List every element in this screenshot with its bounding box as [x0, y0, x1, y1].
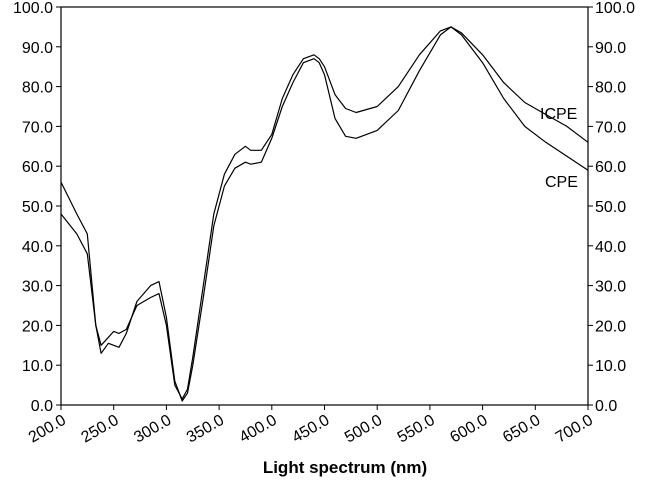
left-tick-label: 80.0: [22, 80, 53, 97]
left-tick-label: 90.0: [22, 40, 53, 57]
bottom-tick-label: 350.0: [184, 412, 227, 447]
right-tick-label: 80.0: [595, 80, 626, 97]
series-line-icpe: [60, 26, 589, 400]
right-tick-label: 0.0: [595, 398, 617, 415]
right-tick-label: 90.0: [595, 40, 626, 57]
series-line-cpe: [60, 26, 589, 402]
left-tick-label: 20.0: [22, 318, 53, 335]
bottom-tick-label: 400.0: [237, 412, 280, 447]
series-label-cpe: CPE: [545, 174, 578, 191]
left-tick-label: 10.0: [22, 358, 53, 375]
bottom-tick-label: 700.0: [553, 412, 596, 447]
left-tick-label: 60.0: [22, 159, 53, 176]
bottom-tick-label: 600.0: [447, 412, 490, 447]
x-axis-label: Light spectrum (nm): [263, 458, 427, 477]
left-axis-ticks: 0.0 10.0 20.0 30.0 40.0 50.0 60.0 70.0 80.0 90.0 1…: [13, 0, 61, 415]
right-tick-label: 70.0: [595, 119, 626, 136]
bottom-tick-label: 200.0: [26, 412, 69, 447]
right-tick-label: 20.0: [595, 318, 626, 335]
right-tick-label: 30.0: [595, 279, 626, 296]
left-tick-label: 40.0: [22, 239, 53, 256]
left-tick-label: 50.0: [22, 199, 53, 216]
right-axis-ticks: 0.0 10.0 20.0 30.0 40.0 50.0 60.0 70.0 80.0 90.0 1…: [588, 0, 635, 415]
bottom-tick-label: 450.0: [289, 412, 332, 447]
left-tick-label: 100.0: [13, 0, 53, 17]
series-label-icpe: ICPE: [540, 106, 577, 123]
series-lines: [60, 26, 589, 402]
right-tick-label: 60.0: [595, 159, 626, 176]
left-tick-label: 0.0: [31, 398, 53, 415]
bottom-tick-label: 550.0: [395, 412, 438, 447]
left-tick-label: 70.0: [22, 119, 53, 136]
bottom-tick-label: 250.0: [79, 412, 122, 447]
bottom-tick-label: 500.0: [342, 412, 385, 447]
right-tick-label: 40.0: [595, 239, 626, 256]
bottom-axis-ticks: 200.0 250.0 300.0 350.0 400.0 450.0 500.0 550.0…: [26, 405, 596, 446]
bottom-tick-label: 300.0: [131, 412, 174, 447]
bottom-tick-label: 650.0: [500, 412, 543, 447]
right-tick-label: 50.0: [595, 199, 626, 216]
right-tick-label: 10.0: [595, 358, 626, 375]
left-tick-label: 30.0: [22, 279, 53, 296]
right-tick-label: 100.0: [595, 0, 635, 17]
